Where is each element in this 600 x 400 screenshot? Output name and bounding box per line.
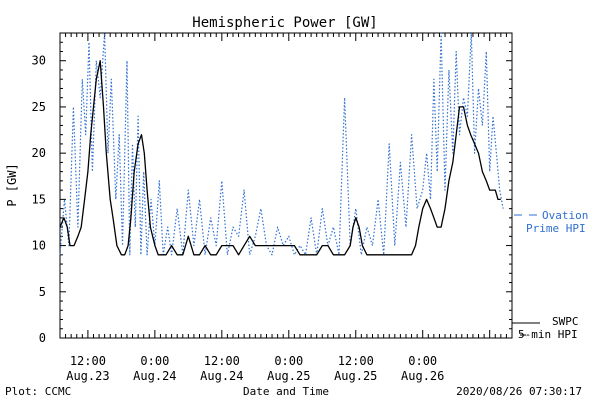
ovation-legend-line2: Prime HPI [526, 222, 586, 235]
x-tick-time-label: 0:00 [274, 354, 303, 368]
y-tick-label: 30 [32, 54, 46, 68]
ovation-prime-series-line [59, 32, 504, 256]
x-tick-date-label: Aug.24 [133, 369, 176, 383]
y-tick-label: 25 [32, 100, 46, 114]
series-layer [59, 32, 504, 256]
y-axis-label: P [GW] [5, 163, 19, 206]
y-axis-ticks: 0 5 10 15 20 25 30 [32, 41, 512, 345]
y-tick-label: 5 [39, 285, 46, 299]
footer-timestamp: 2020/08/26 07:30:17 [456, 385, 582, 398]
swpc-legend-line1: SWPC [552, 315, 579, 328]
x-tick-time-label: 12:00 [70, 354, 106, 368]
swpc-legend-line2: 5-min HPI [518, 328, 578, 341]
x-tick-time-label: 12:00 [204, 354, 240, 368]
x-tick-time-label: 0:00 [140, 354, 169, 368]
y-tick-label: 20 [32, 146, 46, 160]
x-tick-time-label: 0:00 [408, 354, 437, 368]
y-tick-label: 10 [32, 239, 46, 253]
chart-title: Hemispheric Power [GW] [192, 15, 377, 31]
x-tick-date-label: Aug.23 [66, 369, 109, 383]
y-tick-label: 0 [39, 331, 46, 345]
x-tick-date-label: Aug.25 [334, 369, 377, 383]
ovation-legend-line1: Ovation [542, 209, 588, 222]
x-axis-label: Date and Time [243, 385, 329, 398]
x-axis-ticks: 12:00Aug.230:00Aug.2412:00Aug.240:00Aug.… [65, 33, 507, 383]
footer-source: Plot: CCMC [5, 385, 71, 398]
x-tick-time-label: 12:00 [338, 354, 374, 368]
x-tick-date-label: Aug.24 [200, 369, 243, 383]
plot-frame [59, 32, 513, 339]
x-tick-date-label: Aug.26 [401, 369, 444, 383]
swpc-hpi-series-line [59, 60, 501, 256]
y-tick-label: 15 [32, 192, 46, 206]
x-tick-date-label: Aug.25 [267, 369, 310, 383]
